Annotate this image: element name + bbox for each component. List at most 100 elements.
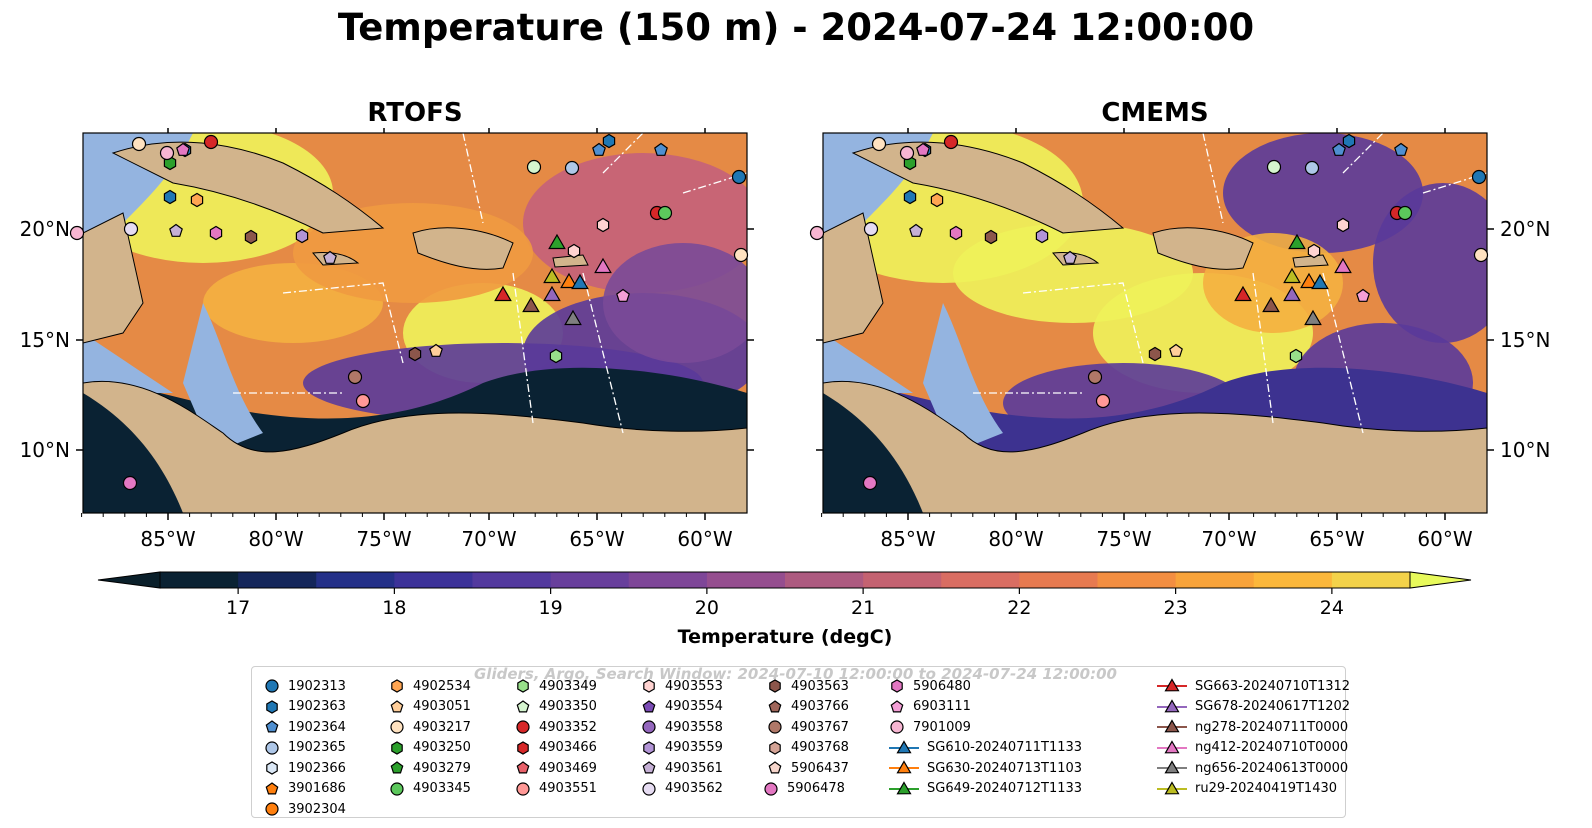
- legend-item-label: SG663-20240710T1312: [1195, 678, 1351, 694]
- colorbar-tick-label: 18: [382, 597, 406, 619]
- circle-marker-icon: [265, 740, 279, 755]
- panel-title-cmems: CMEMS: [1101, 98, 1209, 128]
- lon-tick-label: 65°W: [1309, 527, 1364, 551]
- triangle-line-marker-icon: [889, 760, 919, 774]
- lat-tick-label-left: 20°N: [20, 217, 70, 241]
- legend-item-label: 4903349: [539, 678, 597, 694]
- colorbar-segment: [238, 572, 317, 588]
- legend-item-label: 1902364: [288, 719, 346, 735]
- lat-tick-label-right: 15°N: [1500, 328, 1550, 352]
- legend-item: 4903217: [389, 718, 471, 736]
- circle-marker-icon: [764, 781, 778, 796]
- colorbar-tick-label: 20: [695, 597, 719, 619]
- colorbar-tick-label: 22: [1007, 597, 1031, 619]
- legend-item: ng656-20240613T0000: [1157, 759, 1348, 777]
- colorbar-segment: [1253, 572, 1333, 588]
- pentagon-marker-icon: [642, 699, 656, 712]
- colorbar-segment: [1331, 572, 1411, 588]
- legend-item-label: 7901009: [913, 719, 971, 735]
- legend-item-label: 4903250: [413, 740, 471, 755]
- legend-item: 4903349: [515, 677, 597, 695]
- circle-marker-icon: [768, 720, 782, 734]
- lon-tick-label: 75°W: [1096, 527, 1151, 551]
- legend-item: 4903350: [515, 698, 597, 716]
- legend-item: 4903559: [641, 739, 723, 757]
- legend-item-label: 3901686: [288, 781, 346, 796]
- colorbar-segment: [160, 572, 239, 588]
- legend-item-label: 5906480: [913, 678, 971, 694]
- legend-item-label: 5906478: [787, 781, 845, 796]
- legend-item: 4903469: [515, 759, 597, 777]
- legend-item: ng278-20240711T0000: [1157, 718, 1348, 736]
- legend-item: 4903767: [767, 718, 849, 736]
- legend-item-label: SG649-20240712T1133: [927, 781, 1083, 796]
- legend-item: SG630-20240713T1103: [889, 759, 1082, 777]
- legend-item-label: SG630-20240713T1103: [927, 760, 1083, 776]
- legend-item: 4903352: [515, 718, 597, 736]
- legend-item: 4903766: [767, 698, 849, 716]
- hexagon-marker-icon: [266, 761, 278, 775]
- hexagon-marker-icon: [517, 679, 529, 693]
- legend-item-label: ru29-20240419T1430: [1195, 781, 1338, 796]
- pentagon-marker-icon: [516, 761, 530, 774]
- colorbar-segment: [394, 572, 473, 588]
- legend-item: 1902363: [264, 698, 346, 716]
- lon-tick-label: 85°W: [140, 527, 195, 551]
- colorbar-segment: [863, 572, 942, 588]
- legend-watermark: Gliders, Argo, Search Window: 2024-07-10…: [474, 665, 1117, 683]
- colorbar-tick-label: 23: [1164, 597, 1188, 619]
- legend-item-label: 4903561: [665, 760, 723, 776]
- legend-item-label: 4903352: [539, 719, 597, 735]
- hexagon-marker-icon: [769, 740, 781, 755]
- colorbar-segment: [1175, 572, 1255, 588]
- pentagon-marker-icon: [390, 699, 404, 712]
- lon-tick-label: 85°W: [880, 527, 935, 551]
- map-cmems: [823, 133, 1487, 513]
- hexagon-marker-icon: [391, 679, 403, 693]
- legend-item: 3902304: [264, 800, 346, 818]
- legend-item: 6903111: [889, 698, 971, 716]
- legend-item: 4903563: [767, 677, 849, 695]
- legend-item: 4902534: [389, 677, 471, 695]
- lon-tick-label: 70°W: [1201, 527, 1256, 551]
- legend-item-label: SG678-20240617T1202: [1195, 699, 1351, 714]
- legend-item-label: 4903559: [665, 740, 723, 755]
- legend-item: SG649-20240712T1133: [889, 780, 1082, 798]
- legend-item-label: 1902365: [288, 740, 346, 755]
- legend-item: 1902366: [264, 759, 346, 777]
- panel-title-rtofs: RTOFS: [367, 98, 463, 128]
- legend-item: ng412-20240710T0000: [1157, 739, 1348, 757]
- circle-marker-icon: [642, 781, 656, 796]
- legend-item-label: 4903350: [539, 699, 597, 714]
- pentagon-marker-icon: [890, 699, 904, 712]
- pentagon-marker-icon: [265, 781, 279, 794]
- legend-item: 1902313: [264, 677, 346, 695]
- colorbar-segment: [706, 572, 786, 588]
- legend-item-label: ng278-20240711T0000: [1195, 719, 1349, 735]
- lon-tick-label: 75°W: [356, 527, 411, 551]
- triangle-line-marker-icon: [889, 780, 919, 794]
- hexagon-marker-icon: [643, 740, 655, 755]
- colorbar-label: Temperature (degC): [678, 626, 893, 648]
- triangle-line-marker-icon: [1157, 739, 1187, 753]
- legend-item: 7901009: [889, 718, 971, 736]
- legend-item-label: 4903551: [539, 781, 597, 796]
- legend-item: 4903250: [389, 739, 471, 757]
- lat-tick-label-left: 10°N: [20, 438, 70, 462]
- colorbar-segment: [785, 572, 864, 588]
- triangle-line-marker-icon: [889, 739, 919, 753]
- legend-item-label: 4903553: [665, 678, 723, 694]
- legend-item: 1902365: [264, 739, 346, 757]
- lon-tick-label: 60°W: [1417, 527, 1472, 551]
- colorbar-segment: [1019, 572, 1098, 588]
- pentagon-marker-icon: [642, 761, 656, 774]
- circle-marker-icon: [265, 802, 279, 816]
- colorbar-segment: [941, 572, 1020, 588]
- legend-item: SG610-20240711T1133: [889, 739, 1082, 757]
- pentagon-marker-icon: [516, 699, 530, 712]
- circle-marker-icon: [265, 679, 279, 693]
- legend-item: 5906437: [767, 759, 849, 777]
- legend-item-label: 3902304: [288, 801, 346, 817]
- colorbar-tick-label: 19: [539, 597, 563, 619]
